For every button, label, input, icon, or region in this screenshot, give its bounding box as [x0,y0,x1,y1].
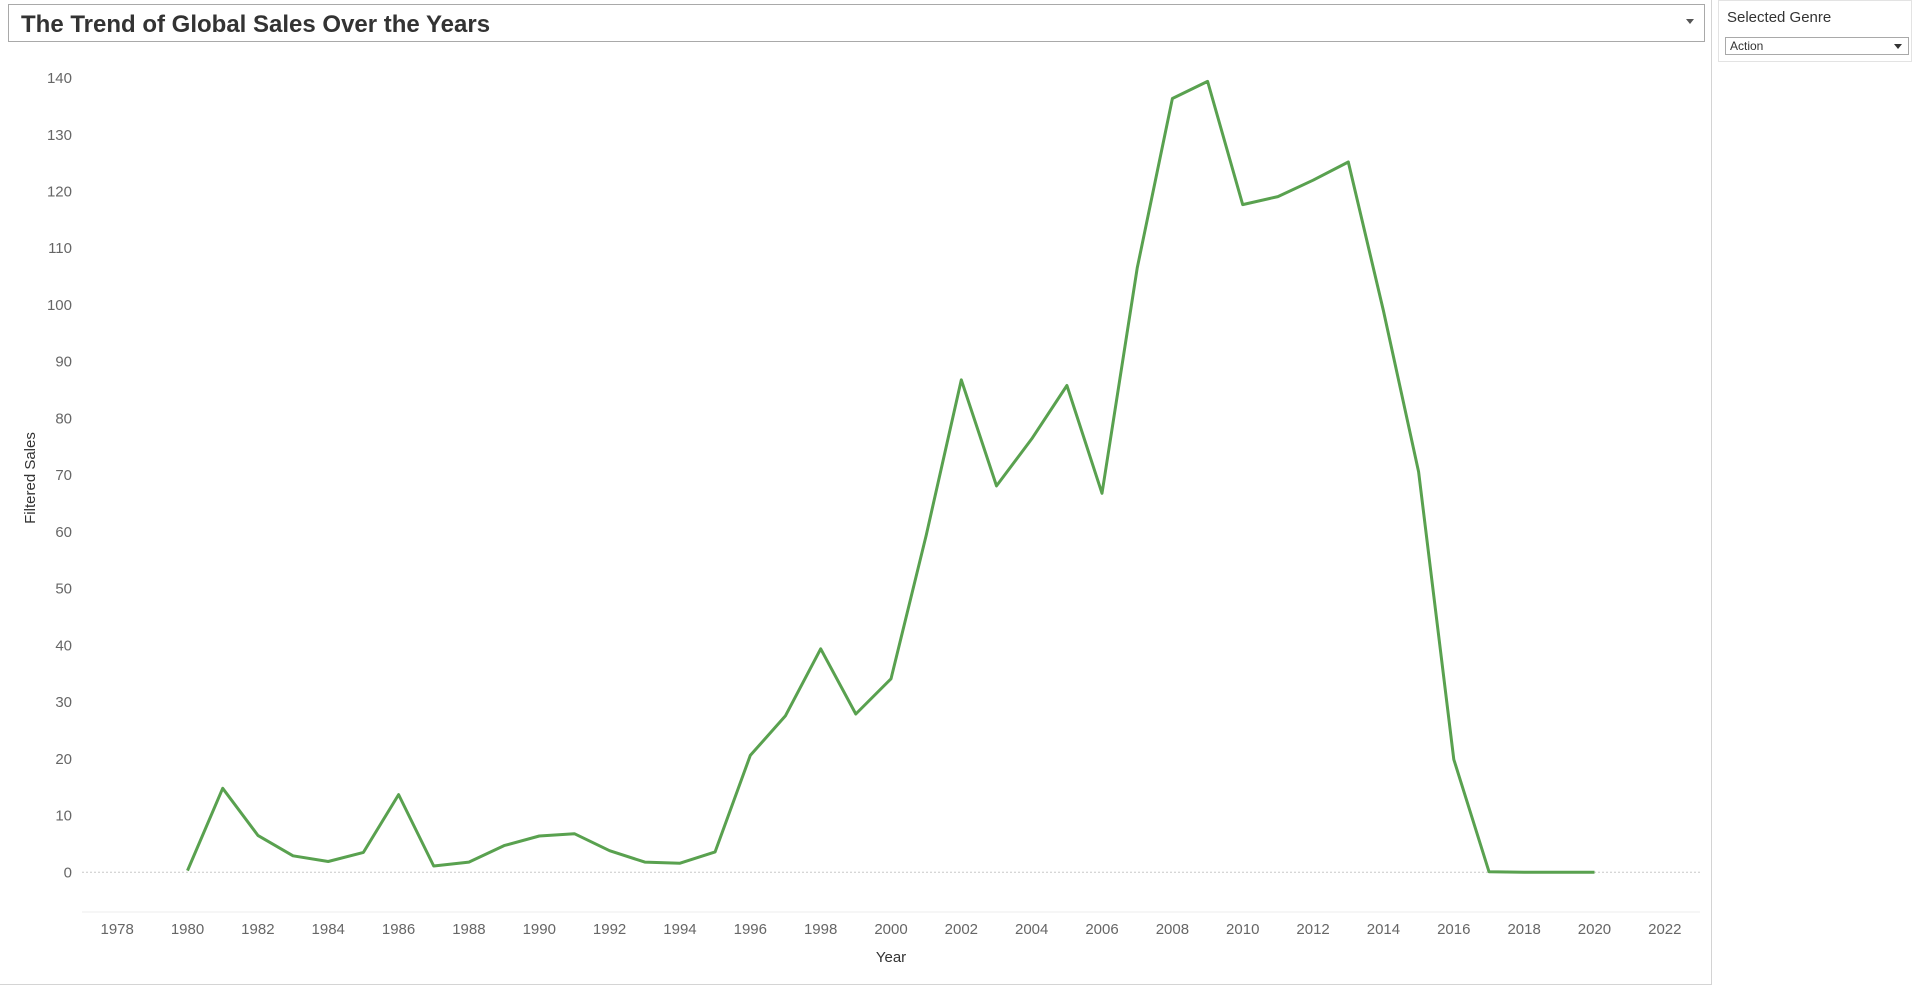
x-tick-label: 2016 [1437,921,1470,938]
y-tick-label: 140 [47,70,72,87]
data-point[interactable] [675,858,685,868]
y-tick-label: 0 [64,864,72,881]
series-line[interactable] [186,79,1595,874]
data-point[interactable] [429,861,439,871]
data-point[interactable] [569,829,579,839]
data-point[interactable] [1414,467,1424,477]
data-point[interactable] [745,750,755,760]
genre-select-value: Action [1730,39,1764,53]
x-tick-label: 1998 [804,921,837,938]
data-point[interactable] [534,831,544,841]
data-point[interactable] [816,644,826,654]
x-tick-label: 1992 [593,921,626,938]
y-tick-label: 90 [55,354,72,371]
data-point[interactable] [605,846,615,856]
data-point[interactable] [1132,263,1142,273]
data-point[interactable] [1238,200,1248,210]
y-tick-label: 100 [47,297,72,314]
y-tick-label: 20 [55,751,72,768]
x-tick-label: 1982 [241,921,274,938]
y-tick-label: 70 [55,467,72,484]
y-tick-label: 120 [47,184,72,201]
data-point[interactable] [710,847,720,857]
data-points [183,76,1600,877]
dashboard: The Trend of Global Sales Over the Years… [0,0,1712,985]
data-point[interactable] [1554,867,1564,877]
x-tick-label: 2010 [1226,921,1259,938]
data-point[interactable] [1273,192,1283,202]
genre-select[interactable]: Action [1725,37,1909,55]
y-tick-label: 110 [48,240,72,257]
data-point[interactable] [323,857,333,867]
data-point[interactable] [992,481,1002,491]
y-tick-label: 30 [55,694,72,711]
filter-title: Selected Genre [1727,9,1832,26]
x-tick-label: 1994 [663,921,696,938]
y-axis-title: Filtered Sales [22,432,39,524]
data-point[interactable] [394,790,404,800]
data-point[interactable] [1519,867,1529,877]
x-tick-label: 1990 [523,921,556,938]
data-point[interactable] [183,866,193,876]
y-tick-label: 60 [55,524,72,541]
data-point[interactable] [1062,381,1072,391]
x-tick-label: 2002 [945,921,978,938]
x-tick-label: 2008 [1156,921,1189,938]
title-bar[interactable]: The Trend of Global Sales Over the Years [8,4,1705,42]
data-point[interactable] [1097,488,1107,498]
x-tick-label: 1984 [312,921,345,938]
data-point[interactable] [358,847,368,857]
data-point[interactable] [1027,434,1037,444]
y-tick-label: 10 [55,808,72,825]
data-point[interactable] [640,857,650,867]
chart-title: The Trend of Global Sales Over the Years [21,11,491,38]
x-axis-ticks: 1978 1980 1982 1984 1986 1988 1990 1992 1994 1996… [100,921,1681,938]
x-tick-label: 1986 [382,921,415,938]
x-tick-label: 2022 [1648,921,1681,938]
data-point[interactable] [1167,93,1177,103]
x-tick-label: 2014 [1367,921,1400,938]
data-point[interactable] [288,851,298,861]
data-point[interactable] [218,783,228,793]
x-tick-label: 2000 [874,921,907,938]
data-point[interactable] [253,830,263,840]
x-axis-title: Year [876,949,906,966]
data-point[interactable] [1449,754,1459,764]
y-tick-label: 80 [55,410,72,427]
x-tick-label: 1988 [452,921,485,938]
data-point[interactable] [1203,76,1213,86]
y-tick-label: 50 [55,581,72,598]
x-tick-label: 2006 [1085,921,1118,938]
x-tick-label: 2020 [1578,921,1611,938]
data-point[interactable] [1343,157,1353,167]
chevron-down-icon[interactable] [1894,44,1902,49]
y-tick-label: 40 [55,637,72,654]
data-point[interactable] [464,857,474,867]
x-tick-label: 1996 [734,921,767,938]
y-tick-label: 130 [47,127,72,144]
y-axis-ticks: 0 10 20 30 40 50 60 70 80 90 100 110 120 130 140 [47,70,72,881]
data-point[interactable] [1378,306,1388,316]
x-tick-label: 2012 [1296,921,1329,938]
data-point[interactable] [780,711,790,721]
data-point[interactable] [956,375,966,385]
x-tick-label: 2018 [1507,921,1540,938]
data-point[interactable] [1589,867,1599,877]
x-tick-label: 1980 [171,921,204,938]
x-tick-label: 1978 [100,921,133,938]
data-point[interactable] [499,841,509,851]
data-point[interactable] [851,709,861,719]
x-tick-label: 2004 [1015,921,1048,938]
data-point[interactable] [1308,175,1318,185]
data-point[interactable] [886,674,896,684]
data-point[interactable] [1484,867,1494,877]
genre-filter-panel: Selected Genre Action [1718,0,1912,62]
data-point[interactable] [921,530,931,540]
title-menu-caret-icon[interactable] [1686,19,1694,24]
